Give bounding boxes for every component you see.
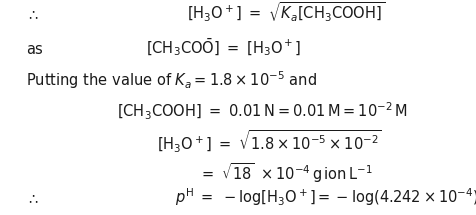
- Text: $p^{\mathrm{H}}\ =\ -\log[\mathrm{H_3O^+}] = -\log(4.242 \times 10^{-4})$: $p^{\mathrm{H}}\ =\ -\log[\mathrm{H_3O^+…: [175, 186, 476, 208]
- Text: $[\mathrm{CH_3CO\bar{O}}]\ =\ [\mathrm{H_3O^+}]$: $[\mathrm{CH_3CO\bar{O}}]\ =\ [\mathrm{H…: [146, 37, 301, 58]
- Text: as: as: [26, 42, 43, 57]
- Text: Putting the value of $K_a = 1.8 \times 10^{-5}$ and: Putting the value of $K_a = 1.8 \times 1…: [26, 69, 317, 91]
- Text: $[\mathrm{H_3O^+}]\ =\ \sqrt{K_a[\mathrm{CH_3COOH}]}$: $[\mathrm{H_3O^+}]\ =\ \sqrt{K_a[\mathrm…: [187, 0, 385, 24]
- Text: $[\mathrm{H_3O^+}]\ =\ \sqrt{1.8 \times 10^{-5} \times 10^{-2}}$: $[\mathrm{H_3O^+}]\ =\ \sqrt{1.8 \times …: [157, 129, 381, 155]
- Text: $[\mathrm{CH_3COOH}]\ =\ 0.01\,\mathrm{N} = 0.01\,\mathrm{M} = 10^{-2}\,\mathrm{: $[\mathrm{CH_3COOH}]\ =\ 0.01\,\mathrm{N…: [117, 101, 407, 122]
- Text: $=\ \sqrt{18}\ \times 10^{-4}\,\mathrm{g\,ion\,L^{-1}}$: $=\ \sqrt{18}\ \times 10^{-4}\,\mathrm{g…: [199, 161, 372, 184]
- Text: $\therefore$: $\therefore$: [26, 7, 40, 22]
- Text: $\therefore$: $\therefore$: [26, 191, 40, 206]
